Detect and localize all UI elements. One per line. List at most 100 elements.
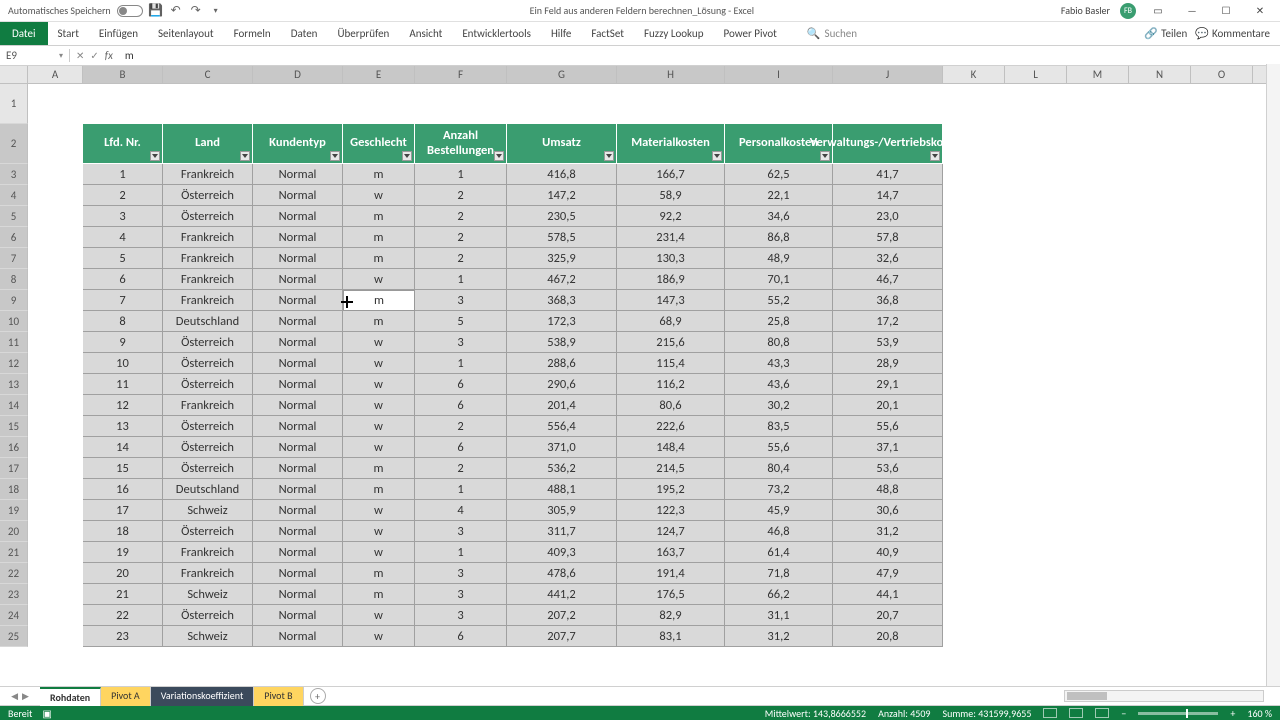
table-cell[interactable]: 18: [83, 521, 163, 542]
col-header-A[interactable]: A: [28, 66, 83, 83]
table-cell[interactable]: m: [343, 479, 415, 500]
table-cell[interactable]: 1: [415, 479, 507, 500]
view-page-break-icon[interactable]: [1095, 708, 1109, 718]
table-cell[interactable]: Deutschland: [163, 479, 253, 500]
table-cell[interactable]: 55,6: [725, 437, 833, 458]
table-cell[interactable]: 40,9: [833, 542, 943, 563]
table-cell[interactable]: 3: [415, 563, 507, 584]
row-header-11[interactable]: 11: [0, 332, 28, 353]
table-header[interactable]: Materialkosten: [617, 124, 725, 164]
table-cell[interactable]: 80,8: [725, 332, 833, 353]
filter-dropdown-icon[interactable]: [402, 151, 412, 161]
table-cell[interactable]: 57,8: [833, 227, 943, 248]
comments-button[interactable]: 💬 Kommentare: [1195, 27, 1270, 40]
table-cell[interactable]: w: [343, 332, 415, 353]
table-cell[interactable]: m: [343, 164, 415, 185]
table-cell[interactable]: 10: [83, 353, 163, 374]
row-header-25[interactable]: 25: [0, 626, 28, 647]
table-cell[interactable]: m: [343, 290, 415, 311]
table-cell[interactable]: 3: [83, 206, 163, 227]
sheet-tab-pivot-b[interactable]: Pivot B: [254, 687, 303, 706]
tab-seitenlayout[interactable]: Seitenlayout: [148, 27, 224, 40]
table-cell[interactable]: Deutschland: [163, 311, 253, 332]
table-cell[interactable]: w: [343, 437, 415, 458]
table-cell[interactable]: 6: [415, 374, 507, 395]
table-cell[interactable]: 3: [415, 290, 507, 311]
table-cell[interactable]: 92,2: [617, 206, 725, 227]
row-header-12[interactable]: 12: [0, 353, 28, 374]
table-cell[interactable]: m: [343, 458, 415, 479]
row-header-2[interactable]: 2: [0, 124, 28, 164]
table-cell[interactable]: Frankreich: [163, 563, 253, 584]
table-cell[interactable]: 4: [83, 227, 163, 248]
table-cell[interactable]: 2: [415, 227, 507, 248]
table-cell[interactable]: 147,3: [617, 290, 725, 311]
table-cell[interactable]: Frankreich: [163, 395, 253, 416]
table-cell[interactable]: 58,9: [617, 185, 725, 206]
table-cell[interactable]: 71,8: [725, 563, 833, 584]
table-cell[interactable]: Normal: [253, 542, 343, 563]
table-cell[interactable]: m: [343, 227, 415, 248]
table-cell[interactable]: 48,8: [833, 479, 943, 500]
table-cell[interactable]: 68,9: [617, 311, 725, 332]
table-cell[interactable]: 147,2: [507, 185, 617, 206]
table-cell[interactable]: 82,9: [617, 605, 725, 626]
table-cell[interactable]: Normal: [253, 458, 343, 479]
tab-fuzzy lookup[interactable]: Fuzzy Lookup: [634, 27, 714, 40]
table-cell[interactable]: 207,7: [507, 626, 617, 647]
search-box[interactable]: 🔍 Suchen: [807, 27, 857, 40]
table-cell[interactable]: Frankreich: [163, 542, 253, 563]
table-cell[interactable]: 3: [415, 521, 507, 542]
table-cell[interactable]: 44,1: [833, 584, 943, 605]
table-header[interactable]: Anzahl Bestellungen: [415, 124, 507, 164]
table-cell[interactable]: 201,4: [507, 395, 617, 416]
redo-icon[interactable]: ↷: [189, 4, 203, 18]
table-cell[interactable]: Normal: [253, 437, 343, 458]
table-cell[interactable]: 46,8: [725, 521, 833, 542]
undo-icon[interactable]: ↶: [169, 4, 183, 18]
table-cell[interactable]: 62,5: [725, 164, 833, 185]
table-cell[interactable]: 488,1: [507, 479, 617, 500]
table-cell[interactable]: 23: [83, 626, 163, 647]
table-cell[interactable]: 2: [415, 185, 507, 206]
filter-dropdown-icon[interactable]: [494, 151, 504, 161]
add-sheet-button[interactable]: +: [310, 688, 326, 704]
table-cell[interactable]: Normal: [253, 185, 343, 206]
table-cell[interactable]: Schweiz: [163, 584, 253, 605]
table-cell[interactable]: 25,8: [725, 311, 833, 332]
table-cell[interactable]: 191,4: [617, 563, 725, 584]
table-cell[interactable]: w: [343, 185, 415, 206]
filter-dropdown-icon[interactable]: [240, 151, 250, 161]
table-header[interactable]: Kundentyp: [253, 124, 343, 164]
filter-dropdown-icon[interactable]: [604, 151, 614, 161]
table-cell[interactable]: Normal: [253, 563, 343, 584]
table-cell[interactable]: 5: [83, 248, 163, 269]
table-cell[interactable]: 2: [415, 458, 507, 479]
tab-hilfe[interactable]: Hilfe: [541, 27, 581, 40]
table-cell[interactable]: 441,2: [507, 584, 617, 605]
row-header-19[interactable]: 19: [0, 500, 28, 521]
table-cell[interactable]: 4: [415, 500, 507, 521]
col-header-E[interactable]: E: [343, 66, 415, 83]
minimize-button[interactable]: —: [1180, 4, 1204, 18]
table-header[interactable]: Land: [163, 124, 253, 164]
table-cell[interactable]: 6: [83, 269, 163, 290]
table-cell[interactable]: 536,2: [507, 458, 617, 479]
tab-überprüfen[interactable]: Überprüfen: [327, 27, 399, 40]
col-header-K[interactable]: K: [943, 66, 1005, 83]
table-cell[interactable]: m: [343, 248, 415, 269]
table-cell[interactable]: 116,2: [617, 374, 725, 395]
table-cell[interactable]: 1: [83, 164, 163, 185]
table-header[interactable]: Umsatz: [507, 124, 617, 164]
table-cell[interactable]: Österreich: [163, 521, 253, 542]
table-cell[interactable]: Normal: [253, 374, 343, 395]
table-cell[interactable]: 1: [415, 164, 507, 185]
table-cell[interactable]: 19: [83, 542, 163, 563]
table-cell[interactable]: 32,6: [833, 248, 943, 269]
table-cell[interactable]: 1: [415, 269, 507, 290]
table-cell[interactable]: 2: [83, 185, 163, 206]
zoom-out-button[interactable]: −: [1121, 707, 1126, 720]
tab-power pivot[interactable]: Power Pivot: [713, 27, 786, 40]
table-cell[interactable]: 73,2: [725, 479, 833, 500]
table-cell[interactable]: Normal: [253, 479, 343, 500]
